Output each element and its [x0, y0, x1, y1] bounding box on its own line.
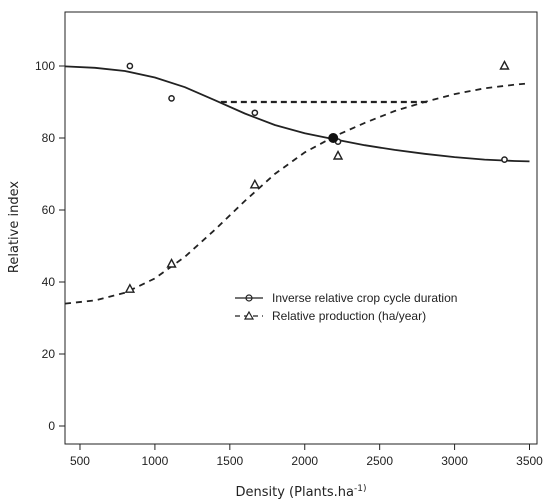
y-axis-label: Relative index — [7, 181, 22, 273]
x-axis-ticks: 500 1000 1500 2000 2500 3000 3500 — [70, 444, 543, 468]
x-tick-label: 3000 — [441, 454, 468, 468]
y-tick-label: 20 — [42, 347, 56, 361]
y-tick-label: 60 — [42, 203, 56, 217]
x-axis-label-superscript: -1) — [354, 484, 367, 494]
data-point-triangle — [499, 60, 510, 70]
data-point-circle — [501, 156, 508, 163]
x-tick-label: 1000 — [142, 454, 169, 468]
series-line-inverse-relative-crop-cycle-duration — [64, 65, 530, 163]
x-tick-label: 1500 — [216, 454, 243, 468]
y-axis-ticks: 0 20 40 60 80 100 — [35, 59, 65, 433]
y-tick-label: 80 — [42, 131, 56, 145]
legend-label-production: Relative production (ha/year) — [272, 309, 426, 323]
data-point-circle — [168, 95, 175, 102]
data-point-triangle — [124, 283, 136, 293]
legend-swatch-circle-duration — [245, 294, 253, 302]
annotations — [220, 100, 428, 143]
y-tick-label: 40 — [42, 275, 56, 289]
y-tick-label: 100 — [35, 59, 55, 73]
x-tick-label: 500 — [70, 454, 90, 468]
x-tick-label: 2000 — [291, 454, 318, 468]
intersection-point — [328, 133, 339, 143]
legend-item-duration: Inverse relative crop cycle duration — [235, 291, 457, 305]
x-axis-label-main: Density (Plants.ha — [236, 485, 355, 500]
x-axis-label: Density (Plants.ha-1) — [236, 484, 367, 500]
legend-item-production: Relative production (ha/year) — [235, 309, 426, 323]
plot-frame — [64, 11, 538, 445]
data-point-triangle — [166, 258, 177, 268]
x-tick-label: 3500 — [516, 454, 543, 468]
legend: Inverse relative crop cycle duration Rel… — [235, 291, 457, 323]
y-tick-label: 0 — [48, 419, 55, 433]
data-point-triangle — [249, 178, 261, 189]
data-point-triangle — [332, 150, 344, 160]
legend-swatch-triangle-production — [243, 310, 255, 320]
markers — [124, 60, 510, 293]
x-tick-label: 2500 — [366, 454, 393, 468]
legend-label-duration: Inverse relative crop cycle duration — [272, 291, 457, 305]
data-point-circle — [251, 109, 259, 117]
data-point-circle — [126, 62, 134, 70]
curves — [64, 65, 530, 305]
series-line-relative-production-ha-year — [64, 82, 530, 305]
